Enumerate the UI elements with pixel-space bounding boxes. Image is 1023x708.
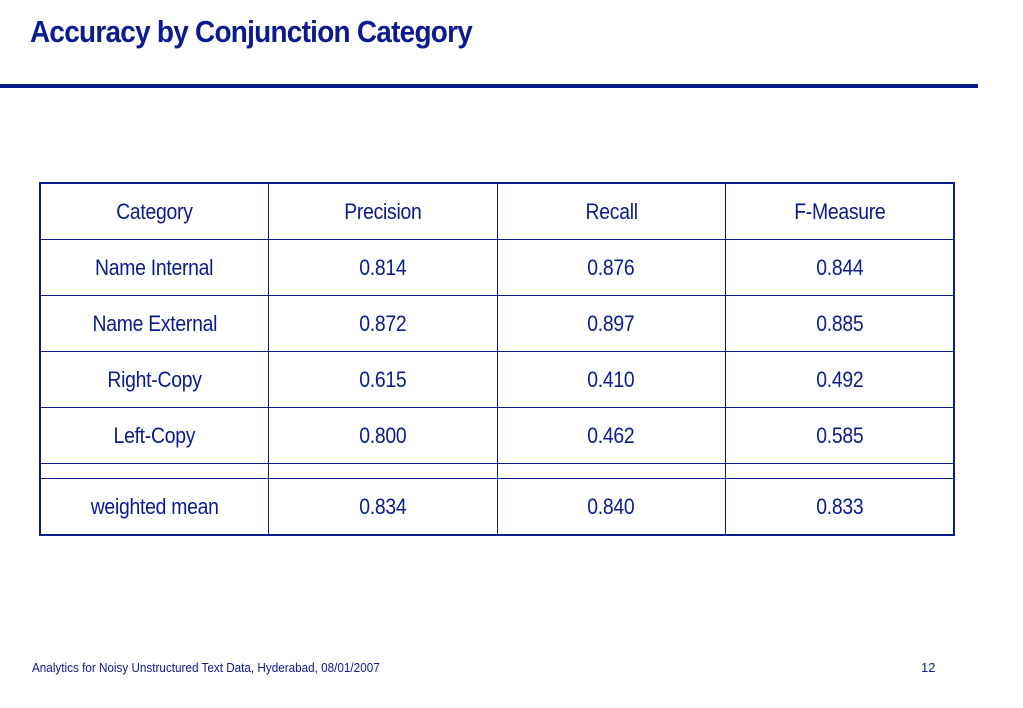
header-recall: Recall [496, 182, 726, 240]
row-precision: 0.800 [268, 407, 498, 464]
spacer-cell [725, 463, 955, 479]
row-category: Name Internal [39, 239, 269, 296]
spacer-cell [268, 463, 498, 479]
row-category: Name External [39, 295, 269, 352]
row-recall: 0.462 [496, 407, 726, 464]
row-recall: 0.876 [496, 239, 726, 296]
row-precision: 0.814 [268, 239, 498, 296]
summary-recall: 0.840 [496, 478, 726, 536]
header-f-measure: F-Measure [725, 182, 955, 240]
table-row: Right-Copy 0.615 0.410 0.492 [39, 351, 955, 408]
weighted-mean-row: weighted mean 0.834 0.840 0.833 [39, 478, 955, 536]
summary-precision: 0.834 [268, 478, 498, 536]
row-precision: 0.615 [268, 351, 498, 408]
row-f-measure: 0.492 [725, 351, 955, 408]
table-row: Name External 0.872 0.897 0.885 [39, 295, 955, 352]
table-row: Left-Copy 0.800 0.462 0.585 [39, 407, 955, 464]
spacer-cell [39, 463, 269, 479]
row-recall: 0.410 [496, 351, 726, 408]
row-recall: 0.897 [496, 295, 726, 352]
row-category: Left-Copy [39, 407, 269, 464]
summary-label: weighted mean [39, 478, 269, 536]
header-precision: Precision [268, 182, 498, 240]
table-spacer-row [39, 463, 955, 479]
spacer-cell [496, 463, 726, 479]
row-f-measure: 0.885 [725, 295, 955, 352]
row-category: Right-Copy [39, 351, 269, 408]
row-f-measure: 0.844 [725, 239, 955, 296]
row-precision: 0.872 [268, 295, 498, 352]
results-table-container: Category Precision Recall F-Measure Name… [39, 182, 955, 536]
table-row: Name Internal 0.814 0.876 0.844 [39, 239, 955, 296]
slide-footer: Analytics for Noisy Unstructured Text Da… [32, 660, 380, 675]
summary-f-measure: 0.833 [725, 478, 955, 536]
title-divider [0, 84, 978, 88]
table-header-row: Category Precision Recall F-Measure [39, 182, 955, 240]
page-number: 12 [921, 660, 936, 675]
results-table: Category Precision Recall F-Measure Name… [39, 182, 955, 536]
row-f-measure: 0.585 [725, 407, 955, 464]
header-category: Category [39, 182, 269, 240]
slide-title: Accuracy by Conjunction Category [30, 14, 473, 49]
